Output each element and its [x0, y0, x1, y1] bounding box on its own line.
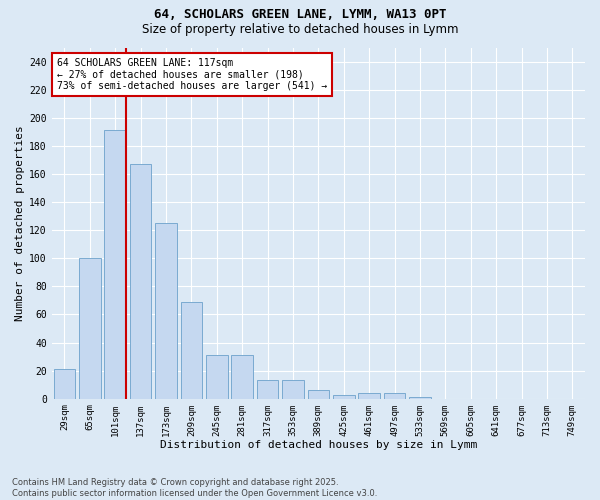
X-axis label: Distribution of detached houses by size in Lymm: Distribution of detached houses by size … [160, 440, 477, 450]
Y-axis label: Number of detached properties: Number of detached properties [15, 125, 25, 321]
Bar [79, 258, 101, 398]
Text: Contains HM Land Registry data © Crown copyright and database right 2025.
Contai: Contains HM Land Registry data © Crown c… [12, 478, 377, 498]
Bar [206, 355, 227, 399]
Bar [53, 369, 75, 398]
Bar [358, 393, 380, 398]
Text: 64 SCHOLARS GREEN LANE: 117sqm
← 27% of detached houses are smaller (198)
73% of: 64 SCHOLARS GREEN LANE: 117sqm ← 27% of … [57, 58, 327, 91]
Bar [130, 164, 151, 398]
Bar [155, 223, 177, 398]
Text: 64, SCHOLARS GREEN LANE, LYMM, WA13 0PT: 64, SCHOLARS GREEN LANE, LYMM, WA13 0PT [154, 8, 446, 20]
Bar [181, 302, 202, 398]
Text: Size of property relative to detached houses in Lymm: Size of property relative to detached ho… [142, 22, 458, 36]
Bar [282, 380, 304, 398]
Bar [384, 393, 406, 398]
Bar [257, 380, 278, 398]
Bar [232, 355, 253, 399]
Bar [104, 130, 126, 398]
Bar [333, 394, 355, 398]
Bar [308, 390, 329, 398]
